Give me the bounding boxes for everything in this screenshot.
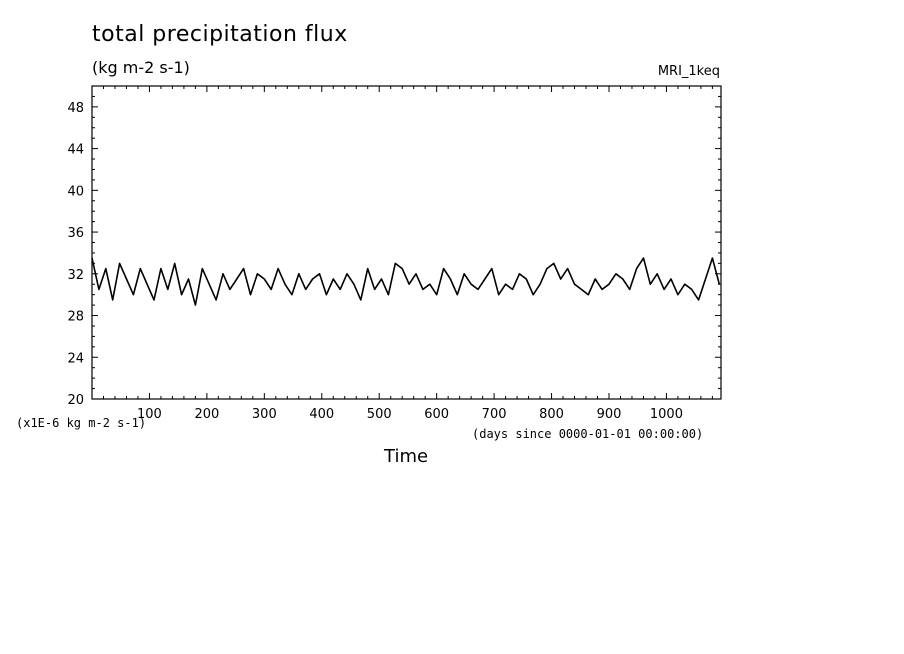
x-tick-label: 600 [424, 407, 449, 422]
y-tick-label: 36 [67, 226, 84, 241]
y-scale-label: (x1E-6 kg m-2 s-1) [16, 416, 147, 430]
x-tick-label: 900 [597, 407, 622, 422]
y-tick-label: 28 [67, 310, 84, 325]
chart-title: total precipitation flux [92, 22, 348, 47]
y-tick-label: 20 [67, 393, 84, 408]
y-tick-label: 40 [67, 184, 84, 199]
x-axis-units: (days since 0000-01-01 00:00:00) [472, 427, 704, 441]
y-tick-label: 44 [67, 143, 84, 158]
y-tick-label: 32 [67, 268, 84, 283]
y-tick-label: 48 [67, 101, 84, 116]
x-tick-label: 300 [252, 407, 277, 422]
x-axis-label: Time [384, 446, 429, 467]
model-label: MRI_1keq [657, 64, 720, 79]
x-tick-label: 800 [539, 407, 564, 422]
x-tick-label: 400 [309, 407, 334, 422]
chart-units: (kg m-2 s-1) [92, 58, 190, 77]
x-tick-label: 100 [137, 407, 162, 422]
x-tick-label: 500 [367, 407, 392, 422]
x-tick-label: 200 [194, 407, 219, 422]
plot-frame [91, 85, 722, 400]
y-tick-label: 24 [67, 351, 84, 366]
series-line [91, 257, 721, 306]
x-tick-label: 1000 [650, 407, 683, 422]
x-tick-label: 700 [482, 407, 507, 422]
